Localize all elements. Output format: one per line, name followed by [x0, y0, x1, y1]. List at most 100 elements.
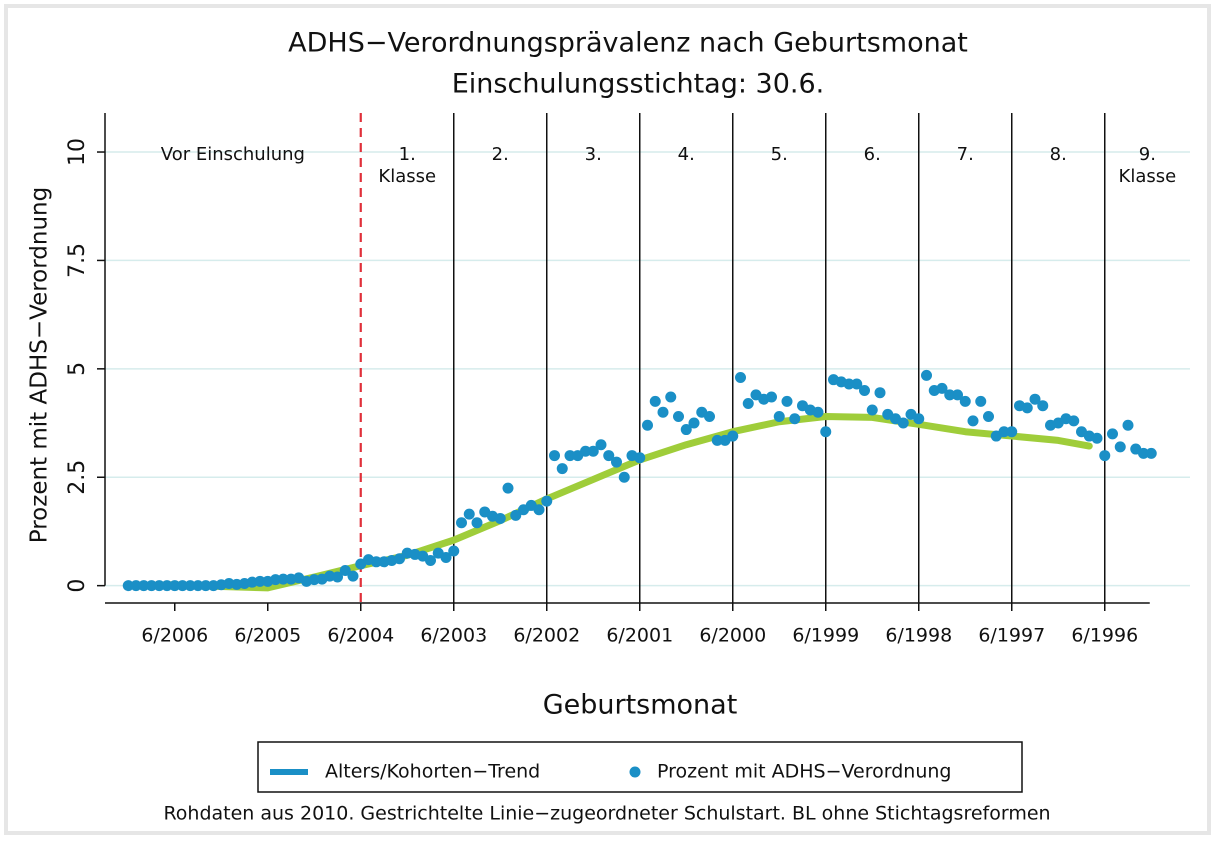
- data-point: [975, 395, 987, 407]
- data-point: [1145, 447, 1157, 459]
- region-label: 1.: [399, 144, 416, 165]
- data-point: [587, 445, 599, 457]
- data-point: [1006, 426, 1018, 438]
- data-point: [192, 580, 204, 592]
- data-point: [200, 580, 212, 592]
- data-point: [680, 424, 692, 436]
- legend-swatch: [629, 766, 641, 778]
- region-label: 2.: [492, 144, 509, 165]
- data-point: [1068, 415, 1080, 427]
- data-point: [967, 415, 979, 427]
- data-point: [812, 406, 824, 418]
- data-point: [169, 580, 181, 592]
- data-point: [843, 378, 855, 390]
- data-point: [332, 571, 343, 583]
- data-point: [657, 406, 669, 418]
- y-tick-label: 0: [65, 579, 90, 593]
- data-point: [735, 372, 746, 384]
- legend-label: Prozent mit ADHS−Verordnung: [657, 761, 951, 783]
- x-axis-label: Geburtsmonat: [543, 690, 738, 721]
- x-tick-label: 6/1996: [1071, 625, 1138, 647]
- chart-subtitle: Einschulungsstichtag: 30.6.: [452, 69, 825, 100]
- data-point: [959, 395, 971, 407]
- data-point: [494, 512, 506, 524]
- data-point: [1091, 432, 1103, 444]
- data-point: [347, 570, 359, 582]
- data-point: [611, 456, 622, 468]
- data-point: [727, 430, 739, 442]
- data-point: [1037, 400, 1049, 412]
- data-point: [897, 417, 909, 429]
- y-tick-label: 10: [65, 138, 90, 166]
- data-point: [688, 417, 700, 429]
- region-label: Klasse: [378, 166, 436, 187]
- data-point: [184, 580, 196, 592]
- data-point: [673, 411, 684, 423]
- data-point: [742, 398, 754, 410]
- data-point: [580, 445, 591, 457]
- data-point: [440, 551, 452, 563]
- region-label: 8.: [1050, 144, 1067, 165]
- data-point: [448, 545, 460, 557]
- data-point: [138, 580, 150, 592]
- data-point: [781, 395, 793, 407]
- data-point: [913, 413, 925, 425]
- data-point: [936, 382, 948, 394]
- data-point: [603, 450, 615, 462]
- y-tick-label: 7.5: [65, 243, 90, 278]
- y-tick-label: 2.5: [65, 460, 90, 495]
- data-point: [711, 434, 723, 446]
- data-point: [820, 426, 832, 438]
- x-tick-label: 6/2003: [420, 625, 487, 647]
- data-point: [394, 553, 405, 565]
- data-point: [277, 573, 289, 585]
- data-point: [1107, 428, 1118, 440]
- data-point: [1029, 393, 1041, 405]
- data-point: [789, 413, 801, 425]
- data-point: [463, 508, 475, 520]
- legend-box: [257, 741, 1023, 793]
- data-point: [510, 509, 522, 521]
- data-point: [952, 389, 963, 401]
- data-point: [308, 574, 320, 586]
- data-point: [471, 517, 483, 529]
- data-point: [595, 439, 607, 451]
- data-point: [502, 482, 514, 494]
- data-point: [270, 574, 281, 586]
- data-point: [921, 369, 932, 381]
- data-point: [425, 555, 436, 567]
- data-point: [634, 452, 646, 464]
- data-point: [254, 575, 266, 587]
- data-point: [564, 450, 576, 462]
- x-tick-label: 6/1998: [885, 625, 952, 647]
- data-point: [618, 471, 630, 483]
- region-label: Vor Einschulung: [161, 144, 305, 165]
- data-point: [866, 404, 878, 416]
- data-point: [1122, 419, 1134, 431]
- data-point: [541, 495, 553, 507]
- data-point: [773, 411, 785, 423]
- data-point: [983, 411, 994, 423]
- data-point: [1099, 450, 1111, 462]
- y-tick-label: 5: [65, 362, 90, 376]
- data-point: [177, 580, 188, 592]
- data-point: [649, 395, 661, 407]
- region-label: 6.: [864, 144, 881, 165]
- region-label: 9.: [1139, 144, 1156, 165]
- data-point: [766, 391, 777, 403]
- x-tick-label: 6/2005: [234, 625, 301, 647]
- region-label: 3.: [585, 144, 602, 165]
- data-point: [1114, 441, 1126, 453]
- data-point: [130, 580, 142, 592]
- data-point: [370, 556, 382, 568]
- data-point: [642, 419, 653, 431]
- data-point: [1138, 447, 1149, 459]
- data-point: [998, 426, 1010, 438]
- region-label: Klasse: [1119, 166, 1177, 187]
- x-tick-label: 6/1997: [978, 625, 1045, 647]
- data-point: [944, 389, 956, 401]
- x-tick-label: 6/2004: [327, 625, 394, 647]
- data-point: [704, 411, 715, 423]
- data-point: [874, 387, 886, 399]
